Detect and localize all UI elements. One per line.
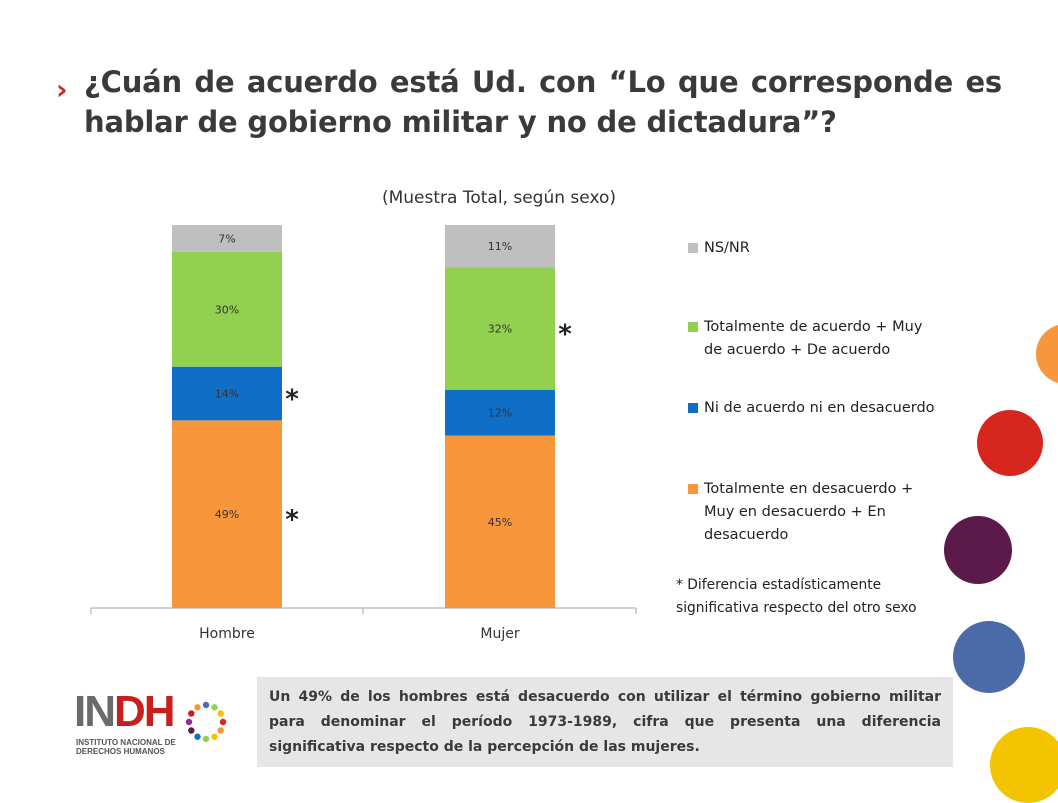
decor-circle-blue xyxy=(953,621,1025,693)
decor-circle-red xyxy=(977,410,1043,476)
bar-segment-mujer-1 xyxy=(445,389,555,436)
legend-swatch-1 xyxy=(688,403,698,413)
bar-segment-hombre-1 xyxy=(172,366,282,421)
logo-dot xyxy=(194,733,201,740)
chart-title: (Muestra Total, según sexo) xyxy=(382,188,616,208)
bar-segment-mujer-3 xyxy=(445,225,555,268)
slide-title-line-2: hablar de gobierno militar y no de dicta… xyxy=(84,105,837,139)
data-label-hombre-1: 14% xyxy=(215,388,239,401)
bar-segment-hombre-3 xyxy=(172,225,282,252)
title-bullet-icon: › xyxy=(56,73,68,106)
data-label-hombre-3: 7% xyxy=(218,232,235,245)
logo-dot xyxy=(211,733,218,740)
logo-dot xyxy=(202,735,210,743)
logo-dot xyxy=(188,727,195,734)
slide-title-line-1: ¿Cuán de acuerdo está Ud. con “Lo que co… xyxy=(84,65,1002,99)
legend-swatch-3 xyxy=(688,243,698,253)
logo-dot xyxy=(211,704,218,711)
x-tick-labels: Hombre Mujer xyxy=(199,626,520,642)
summary-text: Un 49% de los hombres está desacuerdo co… xyxy=(269,689,941,755)
x-tick-label-hombre: Hombre xyxy=(199,626,255,642)
summary-box: Un 49% de los hombres está desacuerdo co… xyxy=(257,677,953,767)
logo-dot xyxy=(194,704,201,711)
legend-label-3: NS/NR xyxy=(704,240,750,256)
slide-title: ¿Cuán de acuerdo está Ud. con “Lo que co… xyxy=(84,62,1002,142)
decor-circle-yellow xyxy=(990,727,1058,803)
data-label-hombre-2: 30% xyxy=(215,303,239,316)
bar-segment-mujer-2 xyxy=(445,267,555,390)
bar-segment-hombre-2 xyxy=(172,251,282,367)
logo-wordmark: INDH xyxy=(74,687,176,736)
significance-markers: * * * xyxy=(285,319,572,535)
logo-dot xyxy=(202,701,210,709)
significance-footnote: * Diferencia estadísticamente significat… xyxy=(676,577,917,616)
logo-dots-icon xyxy=(185,701,227,743)
legend-label-0: Totalmente en desacuerdo + Muy en desacu… xyxy=(704,481,914,543)
legend-item-0: Totalmente en desacuerdo + Muy en desacu… xyxy=(688,478,938,547)
data-label-hombre-0: 49% xyxy=(215,508,239,521)
logo-dot xyxy=(188,710,195,717)
data-label-mujer-1: 12% xyxy=(488,407,512,420)
significance-marker-hombre-1: * xyxy=(285,385,299,415)
x-tick-label-mujer: Mujer xyxy=(480,626,519,642)
legend-label-2: Totalmente de acuerdo + Muy de acuerdo +… xyxy=(704,319,923,358)
significance-marker-hombre-0: * xyxy=(285,505,299,535)
legend-item-1: Ni de acuerdo ni en desacuerdo xyxy=(688,397,938,420)
data-label-mujer-3: 11% xyxy=(488,240,512,253)
decor-circle-orange xyxy=(1036,324,1058,384)
logo-subtitle: INSTITUTO NACIONAL DE DERECHOS HUMANOS xyxy=(76,738,176,756)
indh-logo: INDH INSTITUTO NACIONAL DE DERECHOS HUMA… xyxy=(70,686,240,760)
legend-swatch-0 xyxy=(688,484,698,494)
data-label-mujer-2: 32% xyxy=(488,322,512,335)
significance-marker-mujer-2: * xyxy=(558,319,572,349)
logo-dot xyxy=(219,718,227,726)
bar-segment-mujer-0 xyxy=(445,435,555,608)
legend-item-2: Totalmente de acuerdo + Muy de acuerdo +… xyxy=(688,316,938,362)
bar-segment-hombre-0 xyxy=(172,420,282,608)
logo-dot xyxy=(185,718,193,726)
legend-swatch-2 xyxy=(688,322,698,332)
legend-label-1: Ni de acuerdo ni en desacuerdo xyxy=(704,400,935,416)
data-label-mujer-0: 45% xyxy=(488,516,512,529)
legend-item-3: NS/NR xyxy=(688,237,938,260)
logo-dot xyxy=(217,710,224,717)
decor-circle-purple xyxy=(944,516,1012,584)
logo-dot xyxy=(217,727,224,734)
bars-group: 49% 14% 30% 7% 45% 12% 32% 11% xyxy=(172,225,555,608)
